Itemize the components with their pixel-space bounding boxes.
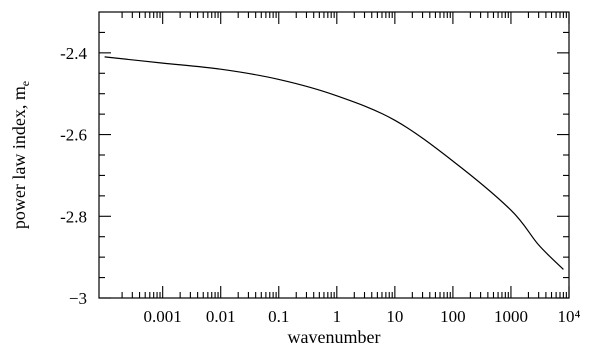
x-tick-label: 100: [440, 307, 466, 326]
x-tick-label: 0.01: [206, 307, 236, 326]
x-tick-label: 0.001: [144, 307, 182, 326]
y-tick-labels: -2.4 -2.6 -2.8 −3: [60, 44, 87, 308]
y-tick-label: −3: [69, 289, 87, 308]
y-axis-label: power law index, me: [9, 81, 32, 229]
y-tick-label: -2.8: [60, 207, 87, 226]
x-tick-label: 1: [333, 307, 342, 326]
tick-marks: [99, 12, 570, 299]
x-tick-label: 10: [386, 307, 403, 326]
plot-frame: [98, 11, 570, 299]
series-line: [104, 56, 564, 270]
x-tick-label: 10⁴: [558, 307, 581, 326]
x-tick-labels: 0.001 0.01 0.1 1 10 100 1000 10⁴: [144, 307, 581, 326]
y-tick-label: -2.4: [60, 44, 87, 63]
x-axis-label: wavenumber: [288, 327, 381, 347]
y-tick-label: -2.6: [60, 126, 87, 145]
x-tick-label: 0.1: [268, 307, 289, 326]
x-tick-label: 1000: [494, 307, 528, 326]
